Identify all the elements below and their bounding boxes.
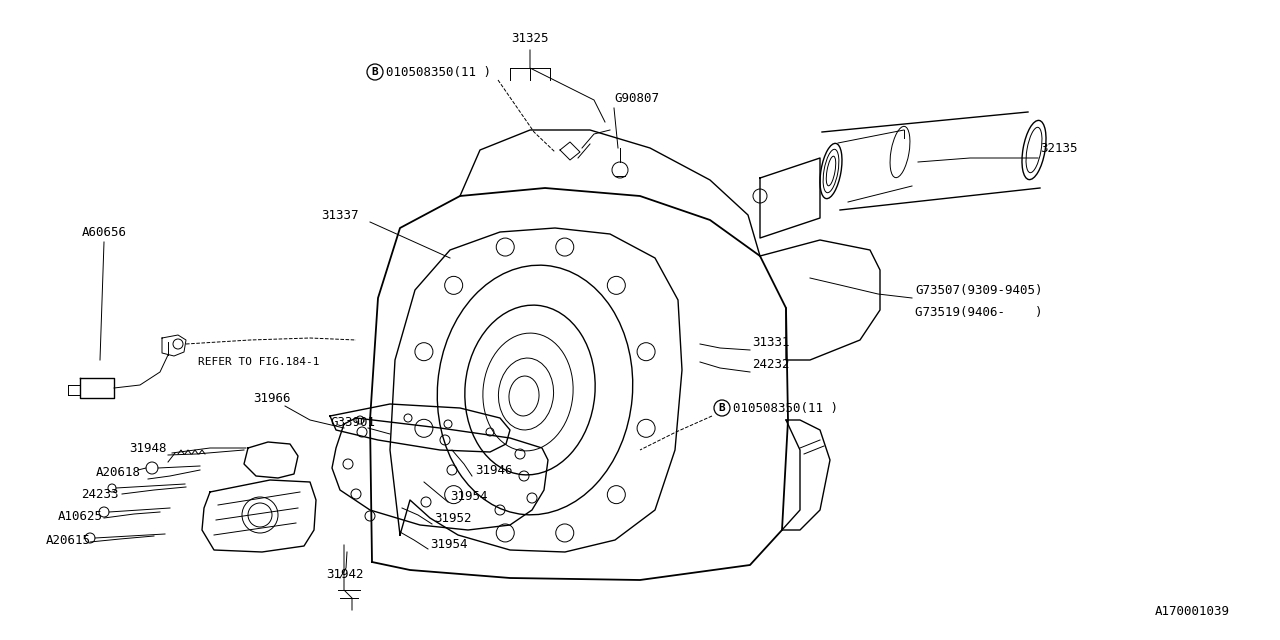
Text: G33901: G33901 (330, 415, 375, 429)
Text: A20618: A20618 (96, 465, 141, 479)
Text: REFER TO FIG.184-1: REFER TO FIG.184-1 (198, 357, 320, 367)
Text: G73519(9406-    ): G73519(9406- ) (915, 305, 1042, 319)
Text: 31946: 31946 (475, 463, 512, 477)
Text: 24232: 24232 (753, 358, 790, 371)
Text: 31954: 31954 (430, 538, 467, 552)
Text: 31966: 31966 (253, 392, 291, 404)
Text: 24233: 24233 (81, 488, 119, 500)
Text: 31325: 31325 (511, 31, 549, 45)
Text: 31331: 31331 (753, 335, 790, 349)
Text: B: B (718, 403, 726, 413)
Text: 32135: 32135 (1039, 141, 1078, 154)
Text: 010508350(11 ): 010508350(11 ) (733, 401, 838, 415)
Text: G90807: G90807 (614, 92, 659, 104)
Text: 31948: 31948 (129, 442, 166, 454)
Text: A10625: A10625 (58, 509, 102, 522)
Text: 31942: 31942 (326, 568, 364, 582)
Text: G73507(9309-9405): G73507(9309-9405) (915, 284, 1042, 296)
Text: A60656: A60656 (82, 225, 127, 239)
Text: A170001039: A170001039 (1155, 605, 1230, 618)
Text: 31952: 31952 (434, 513, 471, 525)
Text: 31337: 31337 (321, 209, 358, 221)
Text: 31954: 31954 (451, 490, 488, 502)
Text: 010508350(11 ): 010508350(11 ) (387, 65, 492, 79)
Text: A20615: A20615 (46, 534, 91, 547)
Text: B: B (371, 67, 379, 77)
